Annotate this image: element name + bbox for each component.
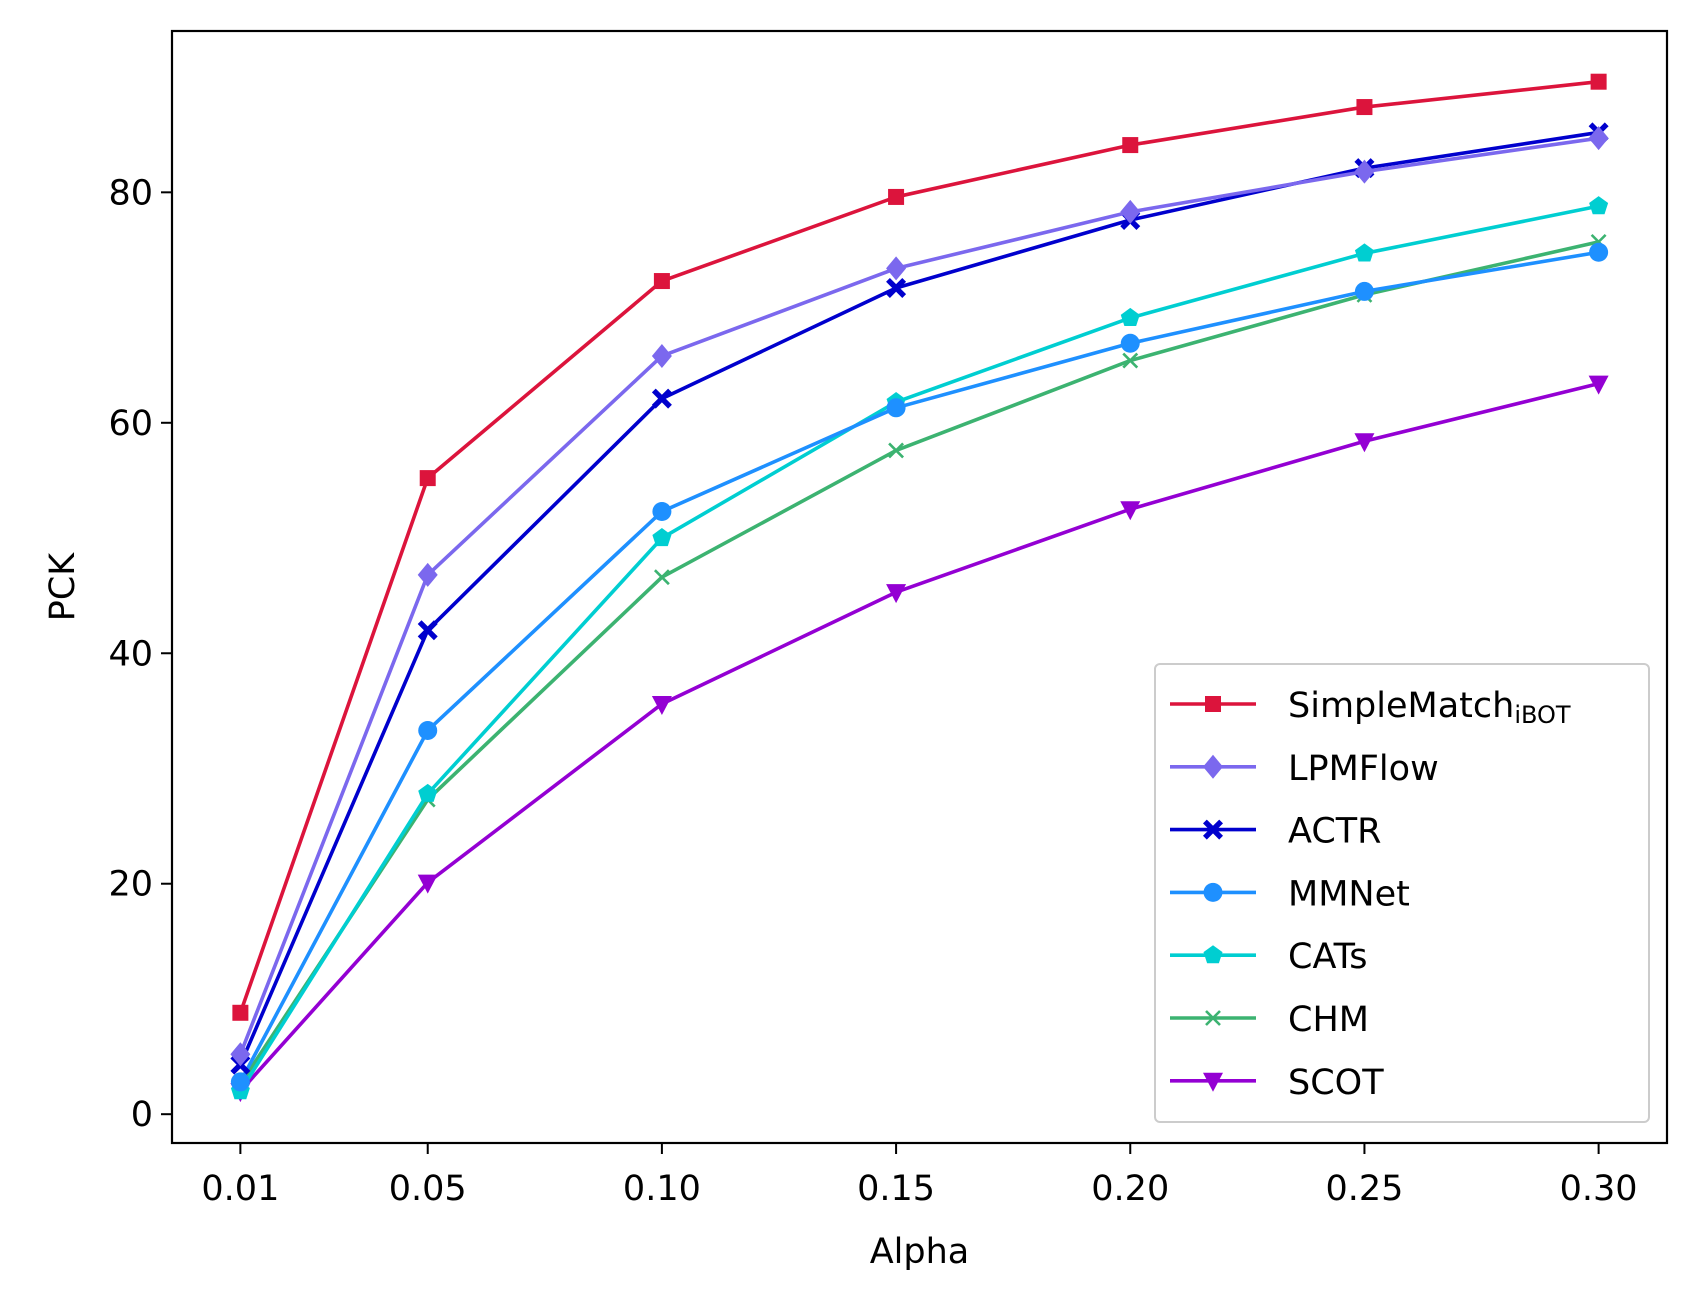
marker-triangle-down [1120, 501, 1141, 521]
marker-square [1356, 99, 1373, 116]
marker-x [888, 442, 905, 459]
legend-label: CATs [1288, 937, 1368, 977]
marker-square [419, 470, 436, 487]
x-tick-label: 0.05 [389, 1169, 467, 1209]
marker-x-filled [651, 388, 672, 409]
x-tick-label: 0.15 [857, 1169, 935, 1209]
marker-x-filled [417, 620, 438, 641]
legend-box [1154, 663, 1650, 1123]
marker-triangle-down [1203, 1072, 1223, 1092]
marker-diamond [651, 343, 672, 368]
marker-triangle-down [417, 874, 438, 894]
x-axis-label: Alpha [870, 1232, 970, 1272]
marker-pentagon [1120, 307, 1140, 327]
marker-circle [652, 502, 672, 522]
marker-diamond [230, 1042, 251, 1067]
y-tick-label: 20 [108, 865, 153, 905]
y-tick-label: 0 [131, 1095, 153, 1135]
marker-diamond [1588, 126, 1609, 151]
legend-item: CHM [1170, 1000, 1369, 1040]
marker-square [232, 1004, 249, 1021]
marker-triangle-down [1588, 375, 1609, 395]
plot-frame [170, 29, 1669, 1145]
marker-square [1590, 73, 1607, 90]
marker-circle [886, 398, 906, 418]
marker-x-filled [886, 277, 907, 298]
x-tick-label: 0.10 [623, 1169, 701, 1209]
marker-x-filled [1203, 819, 1223, 840]
marker-circle [1589, 242, 1609, 262]
marker-pentagon [418, 783, 438, 802]
legend-item: MMNet [1170, 874, 1410, 914]
legend-label: ACTR [1288, 812, 1381, 852]
x-axis: 0.01 0.05 0.10 0.15 0.20 0.25 0.30 [201, 1143, 1638, 1209]
marker-pentagon [652, 528, 672, 547]
marker-square [653, 273, 670, 290]
marker-pentagon [1203, 945, 1223, 964]
x-tick-label: 0.25 [1325, 1169, 1403, 1209]
marker-diamond [1120, 199, 1141, 224]
marker-pentagon [1589, 196, 1609, 215]
marker-square [1122, 137, 1139, 154]
marker-pentagon [1354, 243, 1374, 262]
marker-diamond [417, 562, 438, 587]
y-axis: 0 20 40 60 80 [108, 173, 172, 1135]
series-simplematch [232, 73, 1607, 1021]
series-lpmflow [230, 126, 1609, 1067]
x-tick-label: 0.30 [1560, 1169, 1638, 1209]
marker-circle [1120, 333, 1140, 353]
marker-diamond [1203, 754, 1223, 779]
legend-label: SCOT [1288, 1063, 1384, 1103]
marker-diamond [1354, 159, 1375, 184]
legend-label: MMNet [1288, 874, 1410, 914]
marker-x [1122, 352, 1139, 369]
marker-square [888, 188, 905, 205]
legend-label: LPMFlow [1288, 749, 1439, 789]
y-tick-label: 60 [108, 404, 153, 444]
x-tick-label: 0.20 [1091, 1169, 1169, 1209]
legend-item: LPMFlow [1170, 749, 1439, 789]
legend-label-subscript: iBOT [1514, 701, 1571, 729]
marker-triangle-down [1354, 433, 1375, 453]
legend-item: SCOT [1170, 1063, 1384, 1103]
marker-circle [230, 1072, 250, 1092]
series-mmnet [230, 242, 1609, 1092]
marker-triangle-down [886, 584, 907, 604]
y-tick-label: 80 [108, 173, 153, 213]
marker-x [1205, 1010, 1221, 1026]
x-tick-label: 0.01 [201, 1169, 279, 1209]
marker-circle [418, 720, 438, 740]
y-tick-label: 40 [108, 634, 153, 674]
legend-item: CATs [1170, 937, 1368, 977]
marker-diamond [886, 256, 907, 281]
y-axis-label: PCK [43, 552, 83, 622]
legend-item: ACTR [1170, 812, 1381, 852]
marker-square [1205, 696, 1221, 712]
series-layer [230, 73, 1609, 1103]
legend-label: CHM [1288, 1000, 1369, 1040]
marker-triangle-down [651, 695, 672, 715]
marker-circle [1203, 882, 1223, 902]
marker-circle [1354, 281, 1374, 301]
legend: SimpleMatchiBOTLPMFlowACTRMMNetCATsCHMSC… [1154, 663, 1650, 1123]
marker-x [653, 569, 670, 586]
